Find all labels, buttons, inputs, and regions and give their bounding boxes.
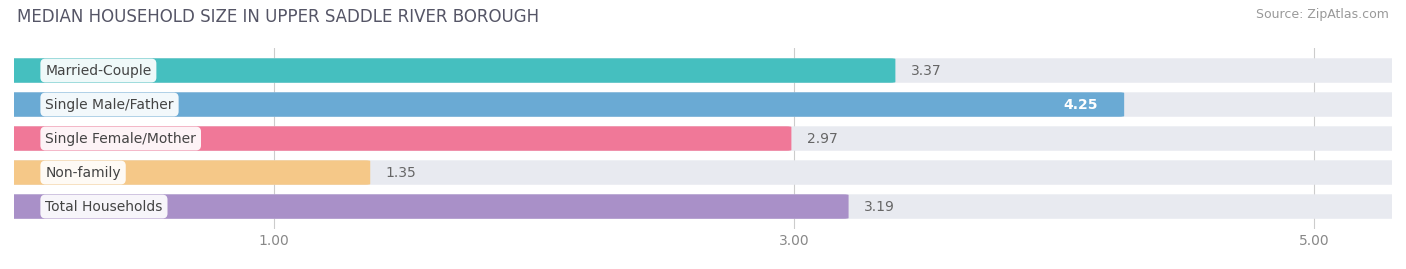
FancyBboxPatch shape bbox=[8, 194, 1398, 219]
FancyBboxPatch shape bbox=[8, 58, 1398, 83]
Text: 3.19: 3.19 bbox=[865, 200, 896, 214]
FancyBboxPatch shape bbox=[8, 194, 849, 219]
FancyBboxPatch shape bbox=[8, 126, 1398, 151]
FancyBboxPatch shape bbox=[8, 92, 1398, 117]
Text: Source: ZipAtlas.com: Source: ZipAtlas.com bbox=[1256, 8, 1389, 21]
FancyBboxPatch shape bbox=[8, 160, 370, 185]
Text: Single Male/Father: Single Male/Father bbox=[45, 98, 174, 112]
Text: Single Female/Mother: Single Female/Mother bbox=[45, 132, 195, 146]
Text: 4.25: 4.25 bbox=[1064, 98, 1098, 112]
Text: MEDIAN HOUSEHOLD SIZE IN UPPER SADDLE RIVER BOROUGH: MEDIAN HOUSEHOLD SIZE IN UPPER SADDLE RI… bbox=[17, 8, 538, 26]
Text: 1.35: 1.35 bbox=[385, 165, 416, 179]
Text: Married-Couple: Married-Couple bbox=[45, 63, 152, 77]
FancyBboxPatch shape bbox=[8, 92, 1125, 117]
FancyBboxPatch shape bbox=[8, 126, 792, 151]
Text: 3.37: 3.37 bbox=[911, 63, 942, 77]
Text: Total Households: Total Households bbox=[45, 200, 163, 214]
FancyBboxPatch shape bbox=[8, 160, 1398, 185]
FancyBboxPatch shape bbox=[8, 58, 896, 83]
Text: 2.97: 2.97 bbox=[807, 132, 838, 146]
Text: Non-family: Non-family bbox=[45, 165, 121, 179]
